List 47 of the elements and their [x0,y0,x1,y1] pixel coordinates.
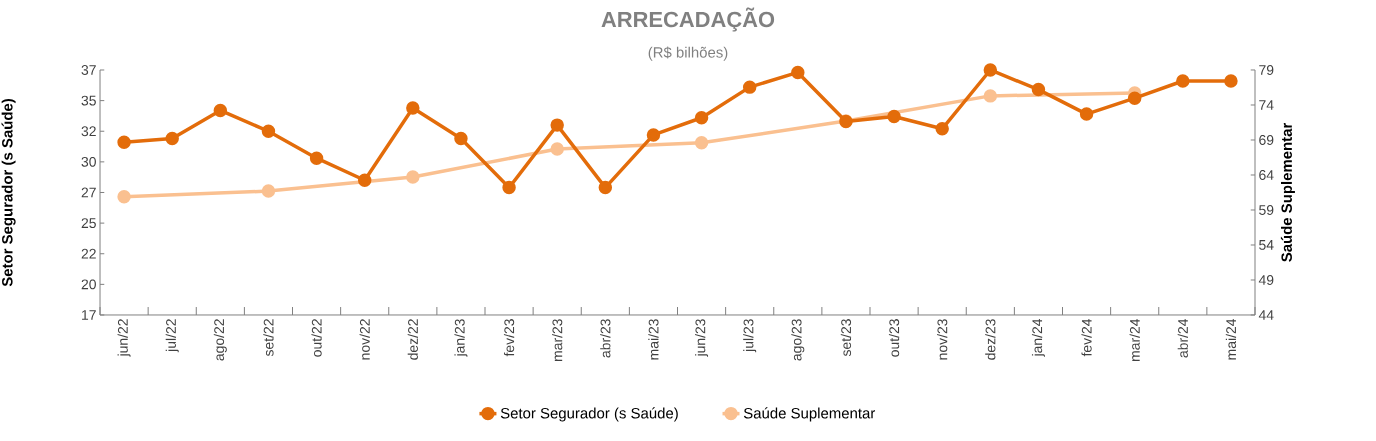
y-tick-label: 20 [81,279,96,290]
x-tick-label: dez/22 [407,319,418,360]
x-tick-label: jan/24 [1031,318,1045,357]
x-tick-label: dez/23 [985,319,996,360]
x-tick-label: nov/23 [937,319,948,360]
y-tick-label: 30 [81,156,96,167]
y2-tick-label: 74 [1259,100,1274,110]
x-tick-label: ago/23 [791,319,805,361]
x-tick-label: jul/23 [743,319,757,353]
x-tick-label: mai/24 [1225,318,1237,360]
x-tick-label: mar/23 [552,319,563,361]
x-tick-label: mai/23 [648,319,659,360]
legend-label: Saúde Suplementar [743,407,876,422]
x-tick-label: fev/23 [503,319,515,357]
y2-tick-label: 54 [1259,240,1274,250]
x-tick-label: mar/24 [1129,318,1140,361]
y-tick-label: 32 [81,126,96,137]
x-tick-label: ago/22 [213,319,227,361]
x-tick-label: jul/22 [165,319,179,353]
y2-tick-label: 49 [1258,275,1274,285]
y2-tick-label: 44 [1258,310,1274,320]
x-tick-label: out/22 [311,319,322,357]
x-tick-label: nov/22 [359,319,370,360]
y-tick-label: 35 [81,95,96,106]
y-tick-label: 27 [81,187,96,198]
chart-title: ARRECADAÇÃO [601,7,775,32]
legend-label: Setor Segurador (s Saúde) [500,407,678,422]
x-tick-label: fev/24 [1081,318,1092,357]
y2-tick-label: 59 [1259,205,1274,215]
y-axis-title: Setor Segurador (s Saúde) [1,98,16,287]
y-tick-label: 17 [82,310,96,320]
y-tick-label: 22 [81,248,96,259]
x-tick-label: set/23 [840,319,852,357]
y2-tick-label: 79 [1259,65,1274,75]
x-tick-label: jun/22 [117,319,131,357]
y2-axis-title: Saúde Suplementar [1280,122,1295,262]
x-tick-label: abr/24 [1177,318,1188,358]
y2-tick-label: 69 [1259,135,1274,145]
y-tick-label: 37 [81,65,96,75]
x-tick-label: jun/23 [695,319,709,357]
x-tick-label: set/22 [263,319,274,357]
y2-tick-label: 64 [1259,170,1274,180]
x-tick-label: out/23 [888,319,900,357]
y-tick-label: 25 [81,218,96,229]
x-tick-label: abr/23 [600,319,611,358]
x-tick-label: jan/23 [454,319,468,357]
chart-subtitle: (R$ bilhões) [648,46,728,61]
